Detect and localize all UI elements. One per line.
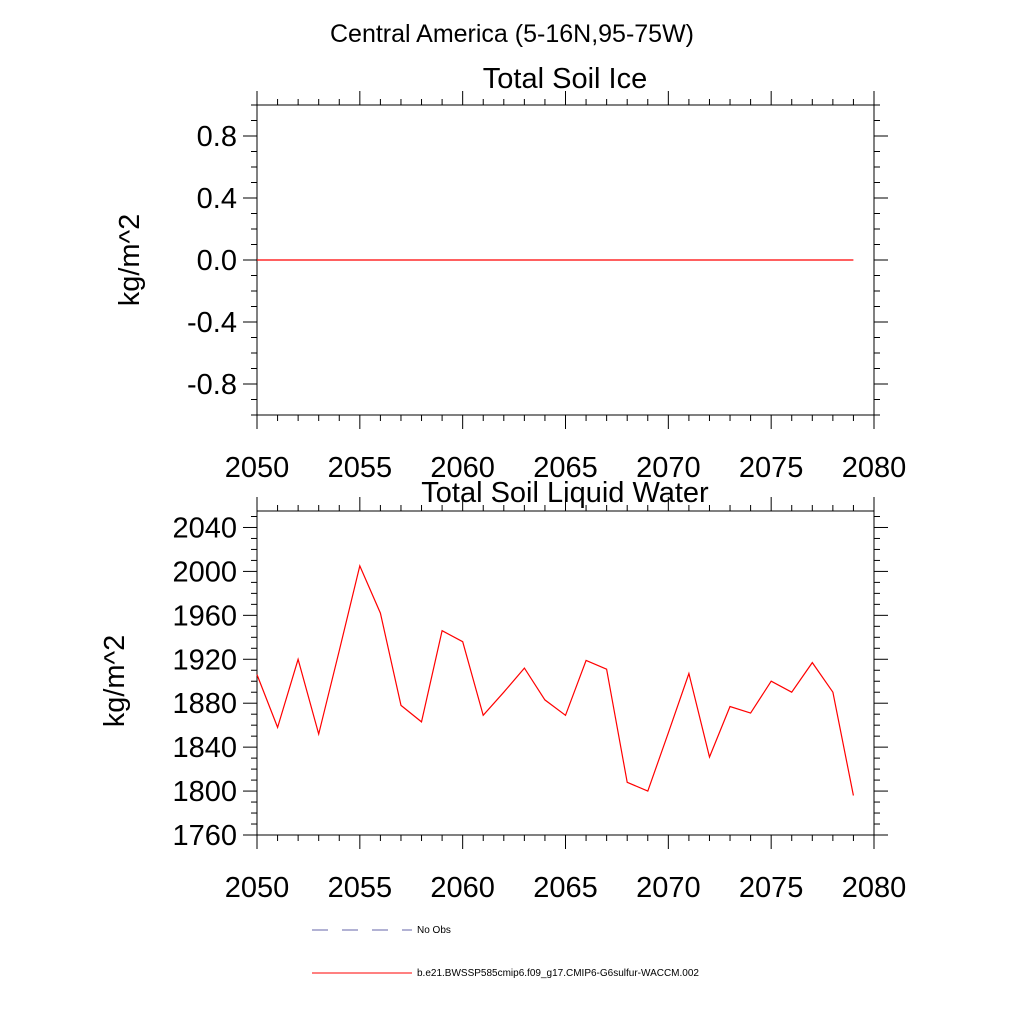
x-tick-label: 2060 bbox=[430, 452, 495, 484]
y-tick-label: 1880 bbox=[172, 688, 237, 720]
series-lines bbox=[256, 564, 854, 796]
axis-ticks bbox=[243, 91, 888, 429]
soil-ice-panel: Total Soil Ice kg/m^2 2050 2055 2060 2065 20… bbox=[114, 63, 906, 484]
x-tick-label: 2050 bbox=[225, 872, 290, 904]
x-tick-label: 2080 bbox=[842, 452, 907, 484]
y-tick-label: 2000 bbox=[172, 556, 237, 588]
x-tick-label: 2060 bbox=[430, 872, 495, 904]
plot-frame bbox=[256, 510, 875, 836]
x-tick-label: 2075 bbox=[739, 452, 804, 484]
y-tick-label: 1760 bbox=[172, 820, 237, 852]
y-axis-label: kg/m^2 bbox=[114, 214, 146, 307]
axis-ticks bbox=[243, 497, 888, 849]
tick-labels: 2050 2055 2060 2065 2070 2075 2080 -0.8 -0.4 0.0 0… bbox=[187, 121, 906, 484]
panel-title: Total Soil Ice bbox=[483, 63, 647, 95]
y-tick-label: -0.4 bbox=[187, 307, 237, 339]
y-tick-label: 1840 bbox=[172, 732, 237, 764]
x-tick-label: 2065 bbox=[533, 452, 598, 484]
x-tick-label: 2075 bbox=[739, 872, 804, 904]
y-tick-label: 0.0 bbox=[197, 245, 237, 277]
x-tick-label: 2070 bbox=[636, 452, 701, 484]
series-line bbox=[256, 564, 854, 796]
y-tick-label: 1800 bbox=[172, 776, 237, 808]
y-tick-label: 1920 bbox=[172, 644, 237, 676]
x-tick-label: 2070 bbox=[636, 872, 701, 904]
legend-label: b.e21.BWSSP585cmip6.f09_g17.CMIP6-G6sulf… bbox=[417, 968, 699, 979]
soil-liquid-water-panel: Total Soil Liquid Water kg/m^2 2050 2055 2… bbox=[99, 477, 906, 904]
y-tick-label: 1960 bbox=[172, 600, 237, 632]
legend: No Obs b.e21.BWSSP585cmip6.f09_g17.CMIP6… bbox=[312, 925, 699, 979]
x-tick-label: 2055 bbox=[328, 452, 393, 484]
y-tick-label: 0.8 bbox=[197, 121, 237, 153]
x-tick-label: 2080 bbox=[842, 872, 907, 904]
figure-title: Central America (5-16N,95-75W) bbox=[330, 20, 694, 48]
x-tick-label: 2065 bbox=[533, 872, 598, 904]
y-tick-label: 0.4 bbox=[197, 183, 237, 215]
legend-label: No Obs bbox=[417, 925, 451, 936]
legend-item-no-obs: No Obs bbox=[312, 925, 451, 936]
y-tick-label: -0.8 bbox=[187, 369, 237, 401]
tick-labels: 2050 2055 2060 2065 2070 2075 2080 1760 1800 1840… bbox=[172, 512, 906, 904]
y-axis-label: kg/m^2 bbox=[99, 635, 131, 728]
x-tick-label: 2055 bbox=[328, 872, 393, 904]
legend-item-model: b.e21.BWSSP585cmip6.f09_g17.CMIP6-G6sulf… bbox=[312, 968, 699, 979]
x-tick-label: 2050 bbox=[225, 452, 290, 484]
y-tick-label: 2040 bbox=[172, 512, 237, 544]
